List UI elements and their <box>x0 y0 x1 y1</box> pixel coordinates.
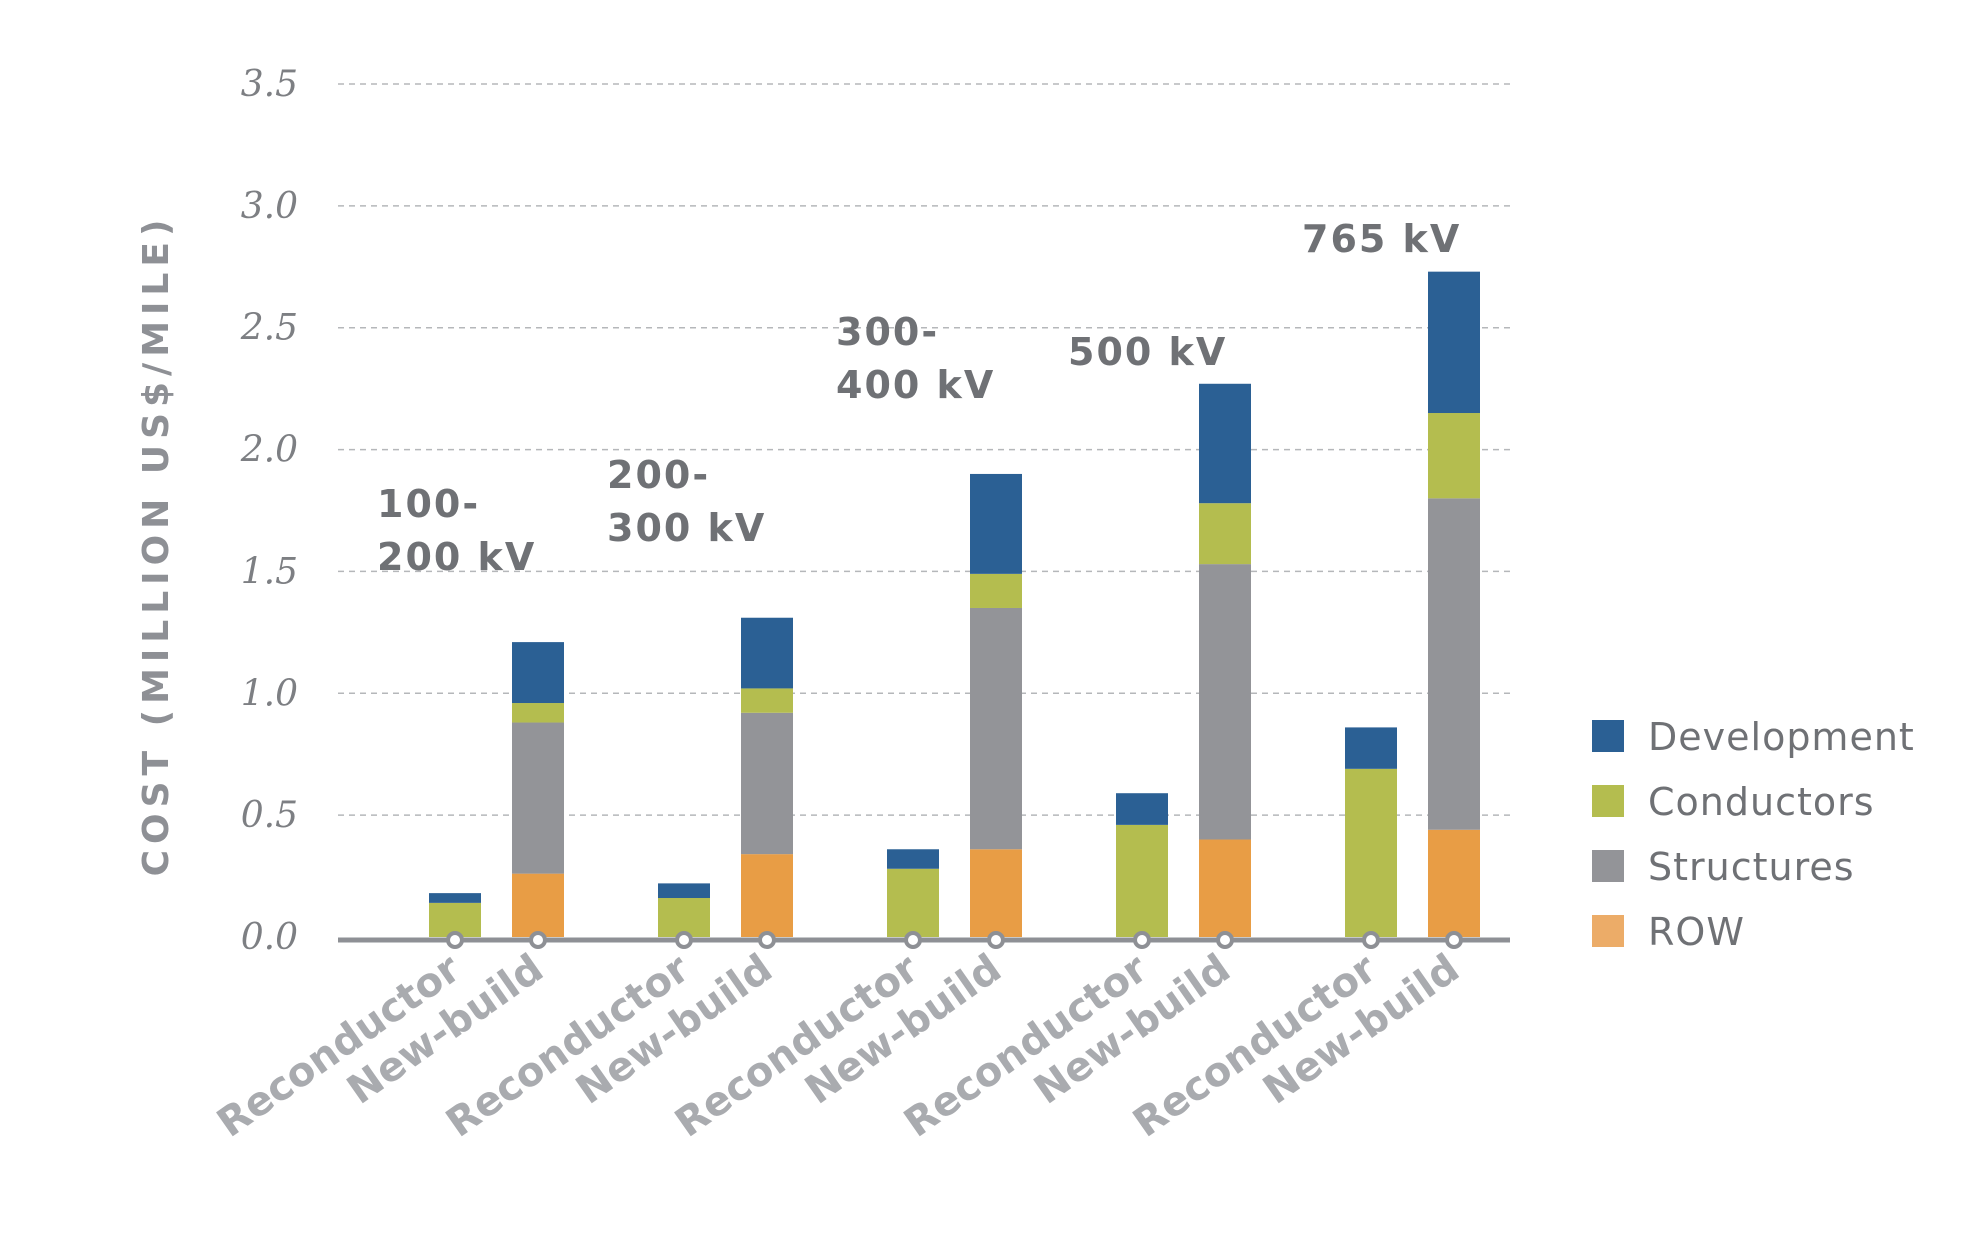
group-label: 300 kV <box>607 506 766 550</box>
bar-segment-conductors <box>1199 503 1251 565</box>
bar-segment-conductors <box>1116 824 1168 937</box>
group-label: 400 kV <box>836 363 995 407</box>
bar-segment-development <box>429 893 481 903</box>
y-axis-ticks: 0.0 0.5 1.0 1.5 2.0 2.5 3.0 3.5 <box>240 64 298 958</box>
x-axis-marker <box>1133 931 1151 949</box>
y-tick-label: 3.5 <box>241 64 298 105</box>
legend-label-development: Development <box>1648 715 1915 759</box>
x-axis-category-labels: ReconductorNew-buildReconductorNew-build… <box>209 945 1468 1146</box>
x-axis-marker <box>1362 931 1380 949</box>
bar-segment-development <box>1428 271 1480 414</box>
voltage-group-labels: 100- 200 kV 200- 300 kV 300- 400 kV 500 kV 765 … <box>377 217 1461 579</box>
x-axis-marker <box>904 931 922 949</box>
x-axis-marker <box>987 931 1005 949</box>
y-tick-label: 2.0 <box>240 430 298 471</box>
bar-segment-row <box>512 873 564 937</box>
gridlines <box>338 83 1510 816</box>
x-axis-marker <box>446 931 464 949</box>
legend: Development Conductors Structures ROW <box>1592 715 1915 954</box>
bar-segment-conductors <box>658 898 710 937</box>
y-tick-label: 0.5 <box>241 795 298 836</box>
bar-segment-development <box>887 849 939 869</box>
bar-segment-structures <box>1199 564 1251 840</box>
x-axis-markers <box>446 931 1463 949</box>
bar-segment-development <box>970 473 1022 574</box>
bar-segment-conductors <box>1428 413 1480 499</box>
x-axis-marker <box>758 931 776 949</box>
x-axis-marker <box>529 931 547 949</box>
x-axis-marker <box>1445 931 1463 949</box>
bar-segment-development <box>1345 727 1397 769</box>
y-tick-label: 1.0 <box>241 673 298 714</box>
y-tick-label: 0.0 <box>241 917 298 958</box>
group-label: 300- <box>836 310 939 354</box>
legend-swatch-conductors <box>1592 785 1624 817</box>
bar-segment-structures <box>1428 498 1480 830</box>
bar-segment-structures <box>512 722 564 874</box>
bar-segment-development <box>741 617 793 689</box>
y-tick-label: 3.0 <box>241 186 298 227</box>
legend-swatch-row <box>1592 915 1624 947</box>
group-label: 200- <box>607 453 710 497</box>
x-axis-marker <box>675 931 693 949</box>
bar-segment-structures <box>741 712 793 855</box>
group-label: 100- <box>377 482 480 526</box>
bar-segment-conductors <box>887 868 939 937</box>
bar-segment-conductors <box>970 573 1022 608</box>
legend-label-row: ROW <box>1648 910 1745 954</box>
bar-segment-development <box>658 883 710 899</box>
y-axis-title: COST (MILLION US$/MILE) <box>136 214 177 877</box>
bar-segment-conductors <box>741 688 793 713</box>
legend-label-conductors: Conductors <box>1648 780 1875 824</box>
group-label: 765 kV <box>1302 217 1461 261</box>
bar-segment-row <box>970 849 1022 937</box>
y-tick-label: 2.5 <box>240 308 298 349</box>
bar-segment-row <box>741 854 793 937</box>
group-label: 500 kV <box>1068 330 1227 374</box>
legend-label-structures: Structures <box>1648 845 1855 889</box>
group-label: 200 kV <box>377 535 536 579</box>
bar-segment-row <box>1428 829 1480 937</box>
legend-swatch-structures <box>1592 850 1624 882</box>
bar-segment-development <box>1116 793 1168 825</box>
x-axis-marker <box>1216 931 1234 949</box>
bars <box>429 271 1480 937</box>
bar-segment-conductors <box>1345 768 1397 937</box>
bar-segment-development <box>512 642 564 704</box>
y-tick-label: 1.5 <box>241 551 298 592</box>
bar-segment-development <box>1199 383 1251 504</box>
bar-segment-conductors <box>512 703 564 723</box>
legend-swatch-development <box>1592 720 1624 752</box>
bar-segment-structures <box>970 607 1022 850</box>
bar-segment-row <box>1199 839 1251 937</box>
